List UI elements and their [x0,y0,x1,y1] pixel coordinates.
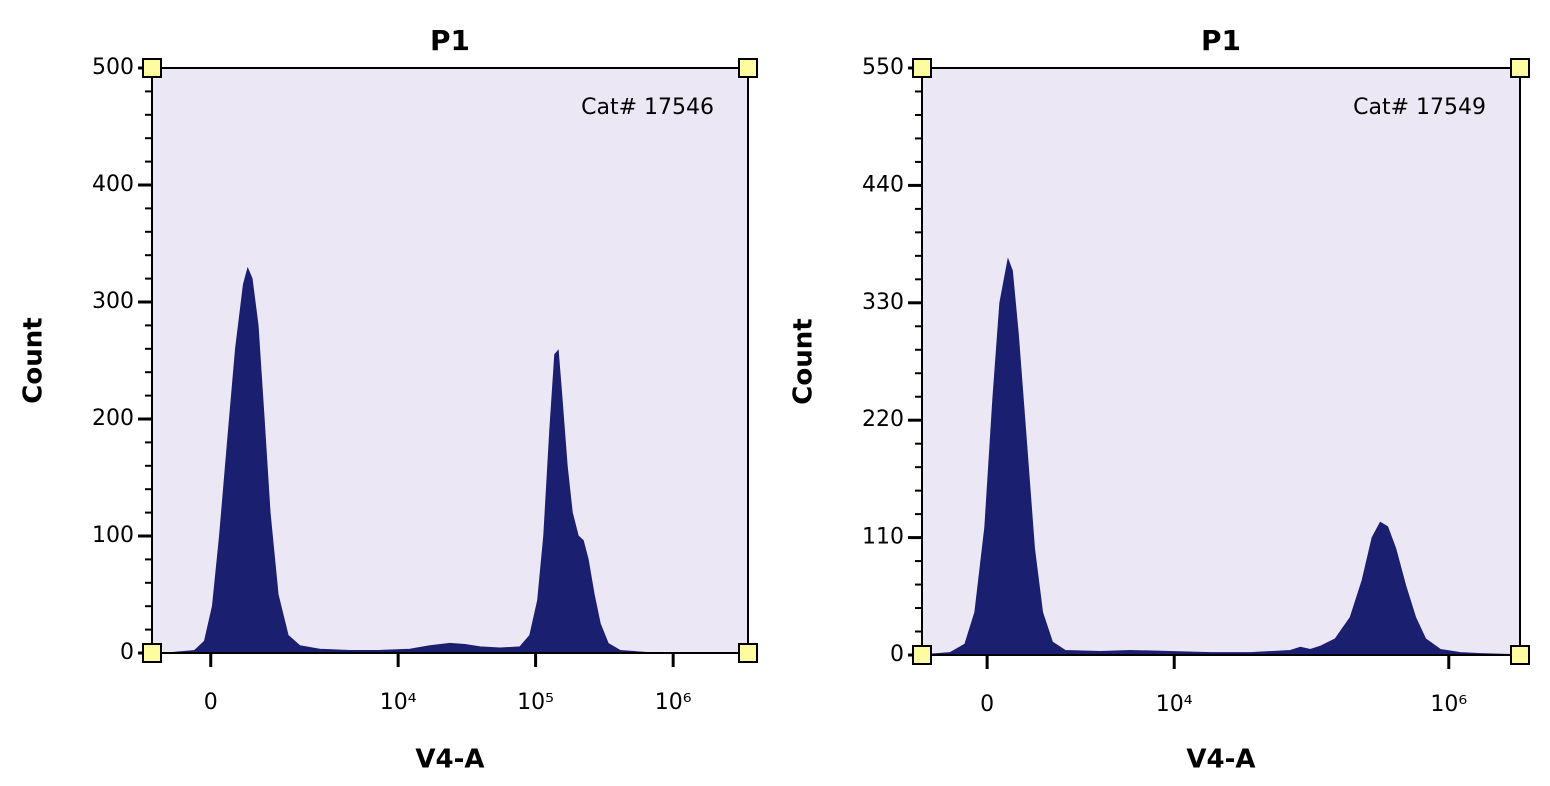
gate-handle [912,58,932,78]
y-tick-label: 100 [92,523,134,548]
gate-handle [142,643,162,663]
plot-frame [921,67,1521,656]
gate-handle [142,58,162,78]
y-tick-label: 300 [92,289,134,314]
plot-frame [151,67,749,654]
y-tick-label: 220 [862,407,904,432]
y-tick-label: 400 [92,172,134,197]
gate-handle [1510,58,1530,78]
chart-title: P1 [430,24,470,57]
annotation: Cat# 17549 [1353,95,1486,120]
chart-title: P1 [1201,24,1241,57]
y-tick-label: 0 [890,642,904,667]
x-tick-label: 10⁴ [380,690,417,715]
x-tick-label: 10⁴ [1156,692,1193,717]
gate-handle [912,645,932,665]
x-axis-title: V4-A [1186,745,1255,775]
gate-handle [738,58,758,78]
histogram-area [921,257,1521,656]
annotation: Cat# 17546 [581,95,714,120]
y-axis-title: Count [19,317,49,403]
x-tick-label: 0 [204,690,218,715]
gate-handle [1510,645,1530,665]
histogram-area [152,266,748,654]
y-tick-label: 330 [862,290,904,315]
y-tick-label: 440 [862,172,904,197]
x-axis-title: V4-A [415,745,484,775]
y-tick-label: 110 [862,525,904,550]
y-axis-title: Count [789,318,819,404]
y-tick-label: 200 [92,406,134,431]
x-tick-label: 0 [980,692,994,717]
y-tick-label: 500 [92,55,134,80]
x-tick-label: 10⁵ [517,690,554,715]
x-tick-label: 10⁶ [655,690,692,715]
gate-handle [738,643,758,663]
y-tick-label: 550 [862,55,904,80]
x-tick-label: 10⁶ [1430,692,1467,717]
y-tick-label: 0 [120,640,134,665]
